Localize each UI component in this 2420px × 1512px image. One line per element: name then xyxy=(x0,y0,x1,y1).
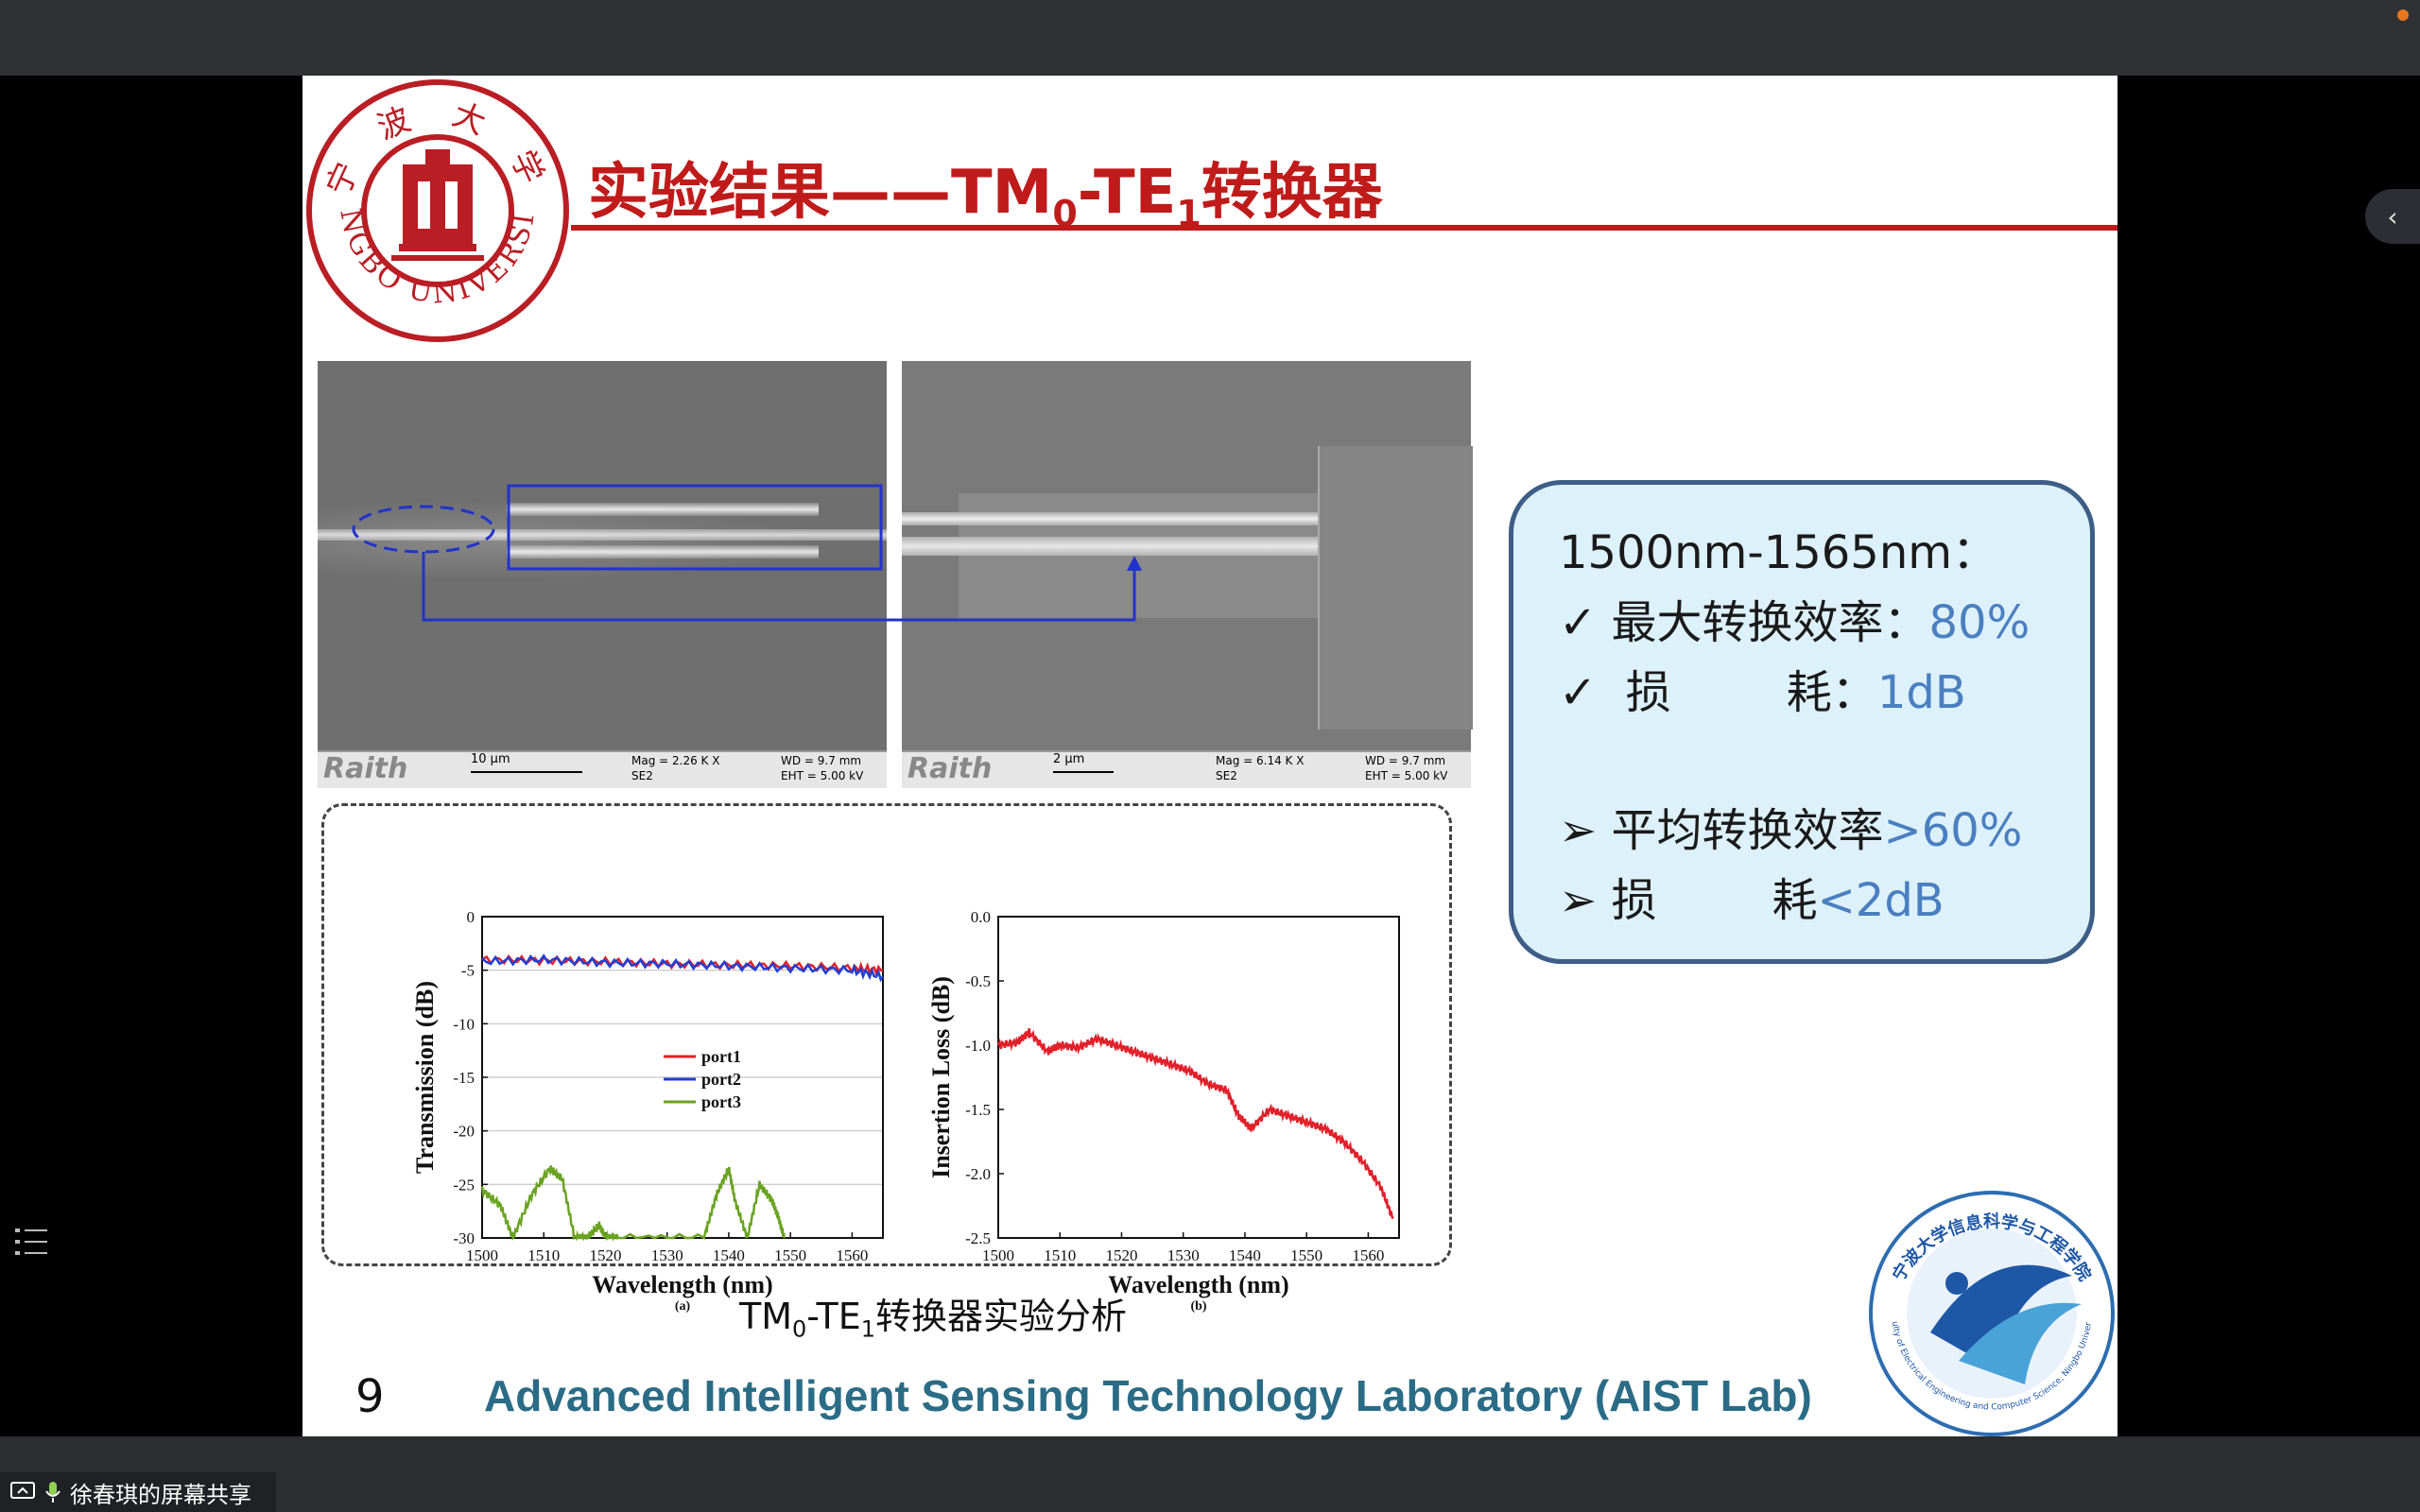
y-tick-label: -2.5 xyxy=(965,1229,991,1247)
x-tick-label: 1500 xyxy=(982,1246,1014,1264)
x-tick-label: 1560 xyxy=(1352,1246,1384,1264)
x-tick-label: 1560 xyxy=(836,1246,868,1264)
legend-label: port1 xyxy=(701,1047,741,1066)
x-tick-label: 1550 xyxy=(774,1246,806,1264)
x-tick-label: 1500 xyxy=(466,1246,498,1264)
top-toolbar xyxy=(0,0,2420,76)
series-line-port3 xyxy=(480,1165,786,1242)
page-number: 9 xyxy=(355,1370,385,1423)
screen-share-icon xyxy=(10,1482,35,1499)
title-underline xyxy=(571,225,2118,231)
annotation-overlay-left xyxy=(352,484,883,571)
y-tick-label: -10 xyxy=(453,1015,475,1033)
recording-indicator xyxy=(2397,9,2409,21)
y-axis-label: Insertion Loss (dB) xyxy=(927,976,955,1178)
legend-label: port3 xyxy=(701,1092,741,1111)
x-tick-label: 1530 xyxy=(651,1246,683,1264)
share-label: 徐春琪的屏幕共享 xyxy=(70,1481,251,1508)
lab-name: Advanced Intelligent Sensing Technology … xyxy=(484,1371,1812,1420)
sem-image-left: Raith 10 μm Mag = 2.26 K X SE2 WD = 9.7 … xyxy=(318,361,887,788)
x-tick-label: 1530 xyxy=(1167,1246,1200,1264)
avg-efficiency-line: ➢ 平均转换效率>60% xyxy=(1559,804,2023,857)
x-tick-label: 1540 xyxy=(1229,1246,1261,1264)
max-efficiency-line: ✓ 最大转换效率：80% xyxy=(1559,596,2031,649)
results-summary-box: 1500nm-1565nm： ✓ 最大转换效率：80% ✓ 损 耗：1dB ➢ … xyxy=(1509,480,2095,964)
sem-info-bar-right: Raith 2 μm Mag = 6.14 K X SE2 WD = 9.7 m… xyxy=(902,750,1471,788)
x-tick-label: 1540 xyxy=(713,1246,745,1264)
transmission-chart: 1500 1510 1520 1530 1540 1550 1560 0 -5 -10 -15 -20… xyxy=(411,908,884,1314)
legend-label: port2 xyxy=(701,1070,741,1089)
y-tick-label: -20 xyxy=(453,1123,475,1141)
zoom-arrow xyxy=(422,552,1142,622)
wavelength-range: 1500nm-1565nm： xyxy=(1559,526,1997,579)
check-icon: ✓ xyxy=(1559,596,1598,649)
panel-label: (a) xyxy=(675,1299,691,1314)
y-tick-label: -1.5 xyxy=(965,1101,991,1119)
list-icon[interactable] xyxy=(13,1225,51,1259)
y-tick-label: 0 xyxy=(467,908,475,926)
sem-image-right: Raith 2 μm Mag = 6.14 K X SE2 WD = 9.7 m… xyxy=(902,361,1473,788)
chart-frame xyxy=(321,803,1452,1266)
insertion-loss-chart: 1500 1510 1520 1530 1540 1550 1560 0.0 -0.5 -1.0 -… xyxy=(927,908,1400,1314)
screen-share-indicator[interactable]: 徐春琪的屏幕共享 xyxy=(0,1472,276,1512)
y-tick-label: -1.0 xyxy=(965,1037,991,1055)
presentation-slide: NINGBO UNIVERSITY 宁 波 大 学 实验结果——TM0-TE1转… xyxy=(302,76,2118,1436)
plot-frame xyxy=(997,916,1400,1239)
y-tick-label: 0.0 xyxy=(971,908,991,926)
x-tick-label: 1520 xyxy=(589,1246,621,1264)
ningbo-university-logo: NINGBO UNIVERSITY 宁 波 大 学 xyxy=(304,77,569,342)
x-tick-label: 1550 xyxy=(1290,1246,1322,1264)
x-tick-label: 1510 xyxy=(1044,1246,1076,1264)
y-tick-label: -25 xyxy=(453,1176,475,1194)
microphone-icon xyxy=(45,1482,60,1503)
x-tick-label: 1510 xyxy=(527,1246,560,1264)
slide-title: 实验结果——TM0-TE1转换器 xyxy=(588,158,1383,234)
x-tick-label: 1520 xyxy=(1105,1246,1137,1264)
min-loss-line: ✓ 损 耗：1dB xyxy=(1559,666,1966,719)
faculty-badge-logo: 宁波大学信息科学与工程学院 Faculty of Electrical Engi… xyxy=(1864,1181,2115,1436)
check-icon: ✓ xyxy=(1559,666,1598,719)
panel-label: (b) xyxy=(1190,1299,1206,1314)
bottom-bar xyxy=(0,1436,2420,1512)
y-tick-label: -2.0 xyxy=(965,1165,991,1183)
collapse-panel-button[interactable]: ‹ xyxy=(2365,189,2420,244)
sem-info-bar-left: Raith 10 μm Mag = 2.26 K X SE2 WD = 9.7 … xyxy=(318,750,887,788)
x-axis-label: Wavelength (nm) xyxy=(1108,1271,1288,1298)
arrow-bullet-icon: ➢ xyxy=(1559,874,1598,927)
y-tick-label: -0.5 xyxy=(965,972,991,990)
y-tick-label: -30 xyxy=(453,1229,475,1247)
figure-caption: TM0-TE1转换器实验分析 xyxy=(739,1296,1128,1343)
avg-loss-line: ➢ 损 耗<2dB xyxy=(1559,874,1945,927)
series-line-port2 xyxy=(481,954,884,983)
y-tick-label: -5 xyxy=(461,962,475,980)
y-tick-label: -15 xyxy=(453,1069,475,1087)
arrow-bullet-icon: ➢ xyxy=(1559,804,1598,857)
y-axis-label: Transmission (dB) xyxy=(411,981,439,1174)
x-axis-label: Wavelength (nm) xyxy=(592,1271,772,1298)
series-line-loss xyxy=(996,1028,1394,1220)
